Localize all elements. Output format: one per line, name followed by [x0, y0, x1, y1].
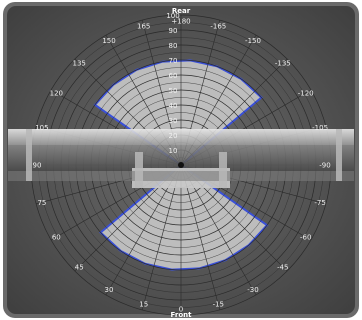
bar-post: [26, 129, 32, 181]
upper-bar: [8, 129, 354, 145]
bar-post: [336, 129, 342, 181]
angle-label: 120: [50, 90, 63, 98]
radial-label: 20: [169, 132, 178, 140]
angle-label: -60: [300, 234, 311, 242]
radial-label: 80: [169, 42, 178, 50]
angle-label: 75: [37, 199, 46, 207]
radial-label: 10: [169, 147, 178, 155]
angle-label: -165: [210, 22, 226, 30]
angle-label: 30: [105, 286, 114, 294]
angle-label: 0: [179, 306, 183, 314]
angle-label: 105: [35, 124, 48, 132]
radial-label: 100: [166, 12, 179, 20]
angle-label: -120: [298, 90, 314, 98]
angle-label: -15: [213, 301, 224, 309]
radial-label: 70: [169, 57, 178, 65]
lower-bar: [8, 171, 354, 181]
radial-labels: 10 20 30 40 50 60 70 80 90 100: [166, 12, 179, 155]
center-point: [178, 162, 184, 168]
angle-label: 15: [139, 301, 148, 309]
angle-label: 135: [73, 60, 86, 68]
angle-label: 150: [102, 37, 115, 45]
angle-label: 45: [75, 263, 84, 271]
angle-label: 60: [52, 234, 61, 242]
rear-label: Rear: [172, 7, 191, 15]
radial-label: 30: [169, 117, 178, 125]
angle-labels: +1801651501351201059075604530150-15-30-4…: [33, 18, 331, 314]
angle-label: -105: [312, 124, 328, 132]
bar-post: [135, 152, 143, 188]
front-label: Front: [171, 311, 193, 319]
radial-label: 50: [169, 87, 178, 95]
radial-label: 40: [169, 102, 178, 110]
radial-label: 60: [169, 72, 178, 80]
angle-label: +180: [171, 18, 190, 26]
angle-label: -90: [319, 162, 330, 170]
angle-label: -30: [247, 286, 258, 294]
cabinet-bar: [8, 129, 354, 188]
bar-post: [219, 152, 227, 188]
radial-label: 90: [169, 27, 178, 35]
grid-spoke: [141, 164, 182, 310]
angle-label: -75: [314, 199, 325, 207]
grid-spoke: [180, 164, 221, 310]
angle-label: -135: [275, 60, 291, 68]
angle-label: -45: [277, 263, 288, 271]
angle-label: 165: [137, 22, 150, 30]
angle-label: -150: [245, 37, 261, 45]
angle-label: 90: [33, 162, 42, 170]
